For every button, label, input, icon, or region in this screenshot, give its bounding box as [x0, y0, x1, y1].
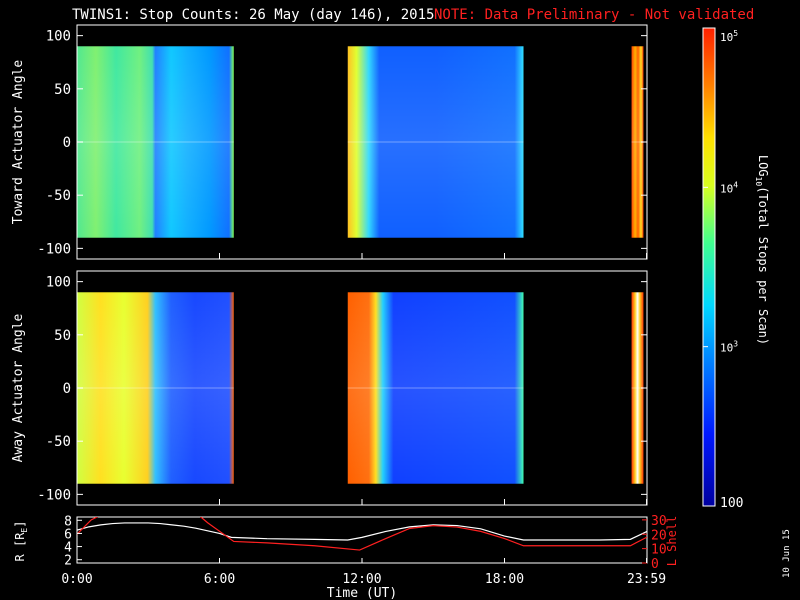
colorbar-tick-label: 104 [720, 180, 738, 195]
x-tick-label: 23:59 [627, 572, 666, 587]
lshell-tick-label: 20 [651, 528, 667, 543]
lshell-tick-label: 0 [651, 557, 659, 572]
orbit-lines [77, 517, 647, 551]
y-tick-label: -100 [37, 487, 71, 503]
colorbar-tick-label: 100 [720, 496, 743, 511]
y-tick-label: -50 [46, 434, 71, 450]
r-axis-label: R [RE] [13, 521, 29, 562]
x-tick-label: 6:00 [204, 572, 235, 587]
time-axis-label: Time (UT) [327, 586, 397, 600]
away-angle-panel: 100 50 0 -50 -100 Away Actuator Angle [11, 270, 648, 506]
away-heatmap-segments [77, 292, 644, 484]
lshell-axis-label: L Shell [665, 516, 679, 567]
time-x-ticks: 0:00 6:00 12:00 18:00 23:59 [61, 558, 666, 587]
colorbar-ticks: 105 104 103 100 [703, 27, 743, 511]
lshell-tick-label: 10 [651, 543, 667, 558]
heatmap-shading [347, 292, 524, 484]
away-y-ticks: 100 50 0 -50 -100 [37, 275, 648, 505]
y-tick-label: 50 [54, 82, 71, 98]
colorbar-label: LOG10(Total Stops per Scan) [754, 155, 770, 345]
toward-heatmap-segments [77, 46, 644, 238]
y-tick-label: 100 [46, 29, 71, 45]
y-tick-label: 100 [46, 275, 71, 291]
y-tick-label: 50 [54, 328, 71, 344]
r-tick-label: 2 [64, 554, 72, 569]
r-tick-label: 4 [64, 541, 72, 556]
toward-y-ticks: 100 50 0 -50 -100 [37, 29, 648, 259]
colorbar-tick-label: 103 [720, 340, 738, 355]
heatmap-shading [631, 46, 644, 238]
y-tick-label: -50 [46, 188, 71, 204]
heatmap-shading [77, 46, 234, 238]
toward-angle-panel: 100 50 0 -50 -100 Toward Actuator Angle [11, 24, 648, 260]
lshell-series-line [77, 517, 647, 551]
toward-y-axis-label: Toward Actuator Angle [11, 60, 26, 225]
lshell-tick-label: 30 [651, 514, 667, 529]
y-tick-label: 0 [63, 381, 71, 397]
r-tick-label: 8 [64, 514, 72, 529]
colorbar-gradient [702, 27, 716, 507]
r-tick-label: 6 [64, 527, 72, 542]
colorbar-tick-label: 105 [720, 29, 738, 44]
heatmap-shading [631, 292, 644, 484]
y-tick-label: -100 [37, 241, 71, 257]
y-tick-label: 0 [63, 135, 71, 151]
heatmap-shading [77, 292, 234, 484]
x-tick-label: 18:00 [485, 572, 524, 587]
plot-title: TWINS1: Stop Counts: 26 May (day 146), 2… [72, 7, 435, 23]
preliminary-note: NOTE: Data Preliminary - Not validated [434, 7, 755, 23]
colorbar: 105 104 103 100 LOG10(Total Stops per Scan) [702, 27, 770, 511]
x-tick-label: 0:00 [61, 572, 92, 587]
generation-date: 10 Jun 15 [782, 529, 792, 578]
x-tick-label: 12:00 [342, 572, 381, 587]
heatmap-shading [347, 46, 524, 238]
r-series-line [77, 522, 647, 541]
away-y-axis-label: Away Actuator Angle [11, 313, 26, 462]
